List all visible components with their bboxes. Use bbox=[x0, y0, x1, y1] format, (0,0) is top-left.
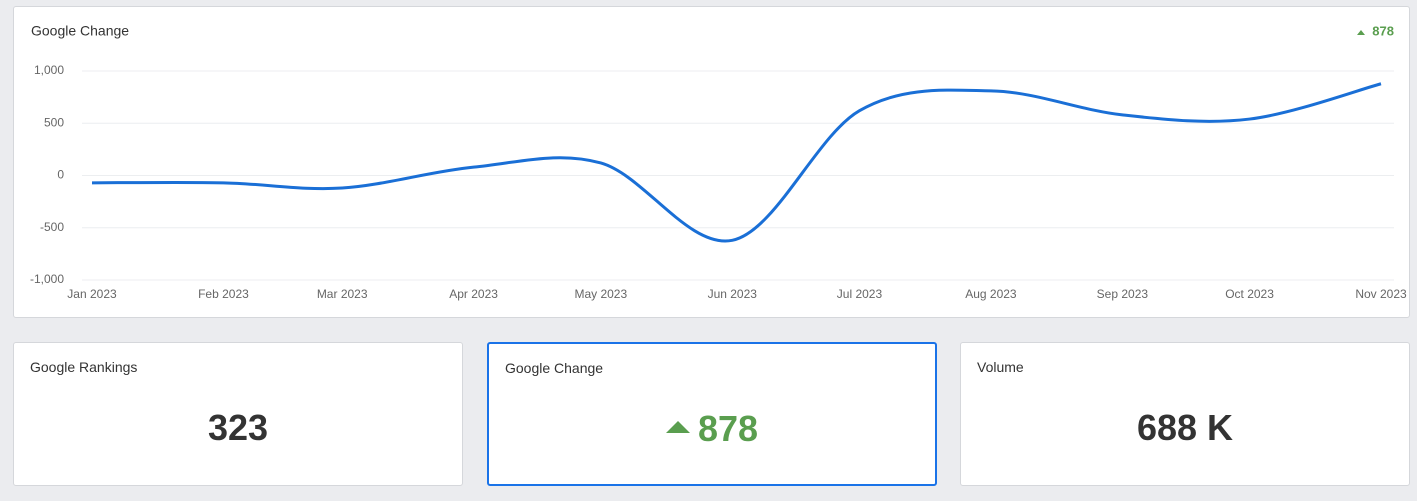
x-tick-label: May 2023 bbox=[574, 287, 627, 301]
card: Google Rankings 323 bbox=[13, 342, 463, 486]
x-tick-label: Jan 2023 bbox=[67, 287, 117, 301]
card-value: 323 bbox=[207, 407, 269, 448]
y-tick-label: 500 bbox=[44, 115, 64, 129]
card-title: Volume bbox=[977, 359, 1024, 375]
y-tick-label: 1,000 bbox=[34, 63, 64, 77]
value: 878 bbox=[697, 408, 759, 449]
up-arrow bbox=[1357, 30, 1365, 35]
chart-panel: Google Change 878 -1,000 -500 0 500 1,000 Jan… bbox=[13, 6, 1410, 318]
change-badge: 878 bbox=[1372, 23, 1394, 38]
chart: Google Change 878 -1,000 -500 0 500 1,000 Jan… bbox=[30, 23, 1407, 301]
x-tick-label: Oct 2023 bbox=[1225, 287, 1274, 301]
x-tick-label: Sep 2023 bbox=[1097, 287, 1149, 301]
card-title: Google Change bbox=[505, 360, 604, 376]
y-tick-label: -500 bbox=[40, 220, 64, 234]
card-value: 688 K bbox=[1136, 407, 1234, 448]
y-tick-label: -1,000 bbox=[30, 272, 64, 286]
card: Volume 688 K bbox=[960, 342, 1410, 486]
x-tick-label: Jun 2023 bbox=[708, 287, 758, 301]
y-tick-label: 0 bbox=[57, 168, 64, 182]
card-value: 878 bbox=[489, 408, 935, 450]
x-tick-label: Apr 2023 bbox=[449, 287, 498, 301]
chart-title: Google Change bbox=[31, 23, 129, 39]
x-tick-label: Aug 2023 bbox=[965, 287, 1017, 301]
x-tick-label: Jul 2023 bbox=[837, 287, 883, 301]
up-arrow bbox=[665, 421, 690, 433]
x-tick-label: Nov 2023 bbox=[1355, 287, 1407, 301]
card: Google Change 878 bbox=[487, 342, 937, 486]
line bbox=[91, 82, 1382, 243]
card-title: Google Rankings bbox=[30, 359, 138, 375]
x-tick-label: Mar 2023 bbox=[317, 287, 368, 301]
x-tick-label: Feb 2023 bbox=[198, 287, 249, 301]
